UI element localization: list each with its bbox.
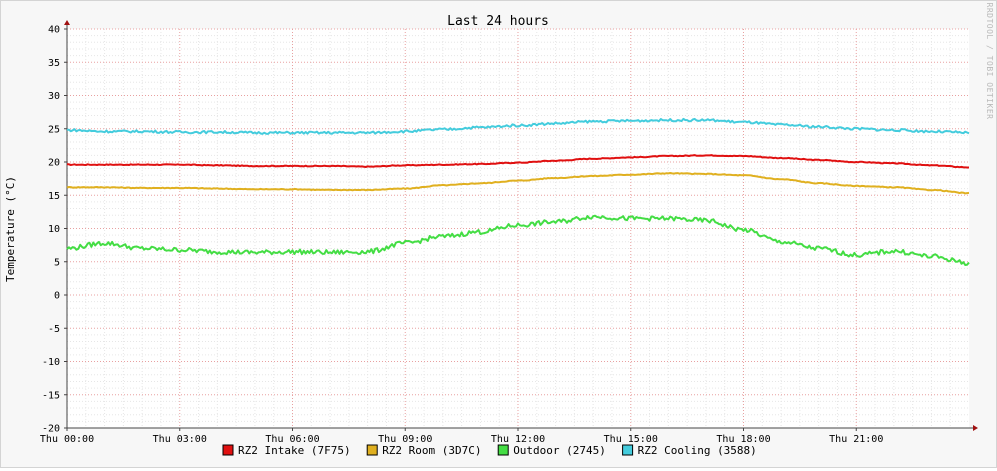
legend-label: RZ2 Room (3D7C) bbox=[382, 444, 481, 457]
series-line bbox=[66, 214, 970, 266]
chart-title: Last 24 hours bbox=[447, 14, 549, 29]
y-tick-label: 5 bbox=[54, 257, 60, 268]
grid bbox=[66, 28, 969, 429]
axes bbox=[64, 20, 978, 431]
series-line bbox=[67, 154, 969, 169]
series-line bbox=[66, 117, 970, 135]
y-tick-label: 25 bbox=[48, 124, 60, 135]
y-axis-label: Temperature (°C) bbox=[4, 176, 17, 282]
x-tick-label: Thu 18:00 bbox=[716, 434, 770, 445]
y-tick-label: -5 bbox=[48, 324, 60, 335]
y-tick-label: -20 bbox=[42, 424, 60, 435]
y-tick-label: 0 bbox=[54, 291, 60, 302]
legend-swatch bbox=[366, 444, 378, 456]
x-tick-label: Thu 21:00 bbox=[829, 434, 883, 445]
y-axis-arrow bbox=[64, 20, 70, 25]
x-tick-label: Thu 06:00 bbox=[265, 434, 319, 445]
y-tick-label: 20 bbox=[48, 158, 60, 169]
legend: RZ2 Intake (7F75) RZ2 Room (3D7C) Outdoor … bbox=[222, 444, 757, 457]
x-tick-label: Thu 12:00 bbox=[491, 434, 545, 445]
x-tick-labels: Thu 00:00 Thu 03:00 Thu 06:00 Thu 09:00 Thu … bbox=[40, 434, 883, 445]
x-axis-arrow bbox=[973, 425, 978, 431]
y-tick-label: 30 bbox=[48, 91, 60, 102]
series-line bbox=[66, 172, 970, 195]
legend-label: RZ2 Cooling (3588) bbox=[638, 444, 757, 457]
y-tick-label: 10 bbox=[48, 224, 60, 235]
y-tick-label: 35 bbox=[48, 58, 60, 69]
legend-label: RZ2 Intake (7F75) bbox=[238, 444, 351, 457]
y-tick-label: -15 bbox=[42, 390, 60, 401]
legend-swatch bbox=[497, 444, 509, 456]
rrdtool-watermark: RRDTOOL / TOBI OETIKER bbox=[985, 3, 994, 120]
legend-label: Outdoor (2745) bbox=[513, 444, 606, 457]
legend-swatch bbox=[222, 444, 234, 456]
y-tick-label: -10 bbox=[42, 357, 60, 368]
legend-swatch bbox=[622, 444, 634, 456]
series-lines bbox=[66, 117, 970, 266]
y-tick-label: 15 bbox=[48, 191, 60, 202]
x-tick-label: Thu 15:00 bbox=[604, 434, 658, 445]
x-tick-label: Thu 09:00 bbox=[378, 434, 432, 445]
y-tick-labels: 40 35 30 25 20 15 10 5 0 -5 -10 -15 -20 bbox=[42, 25, 60, 435]
x-tick-label: Thu 03:00 bbox=[153, 434, 207, 445]
x-tick-label: Thu 00:00 bbox=[40, 434, 94, 445]
y-tick-label: 40 bbox=[48, 25, 60, 36]
